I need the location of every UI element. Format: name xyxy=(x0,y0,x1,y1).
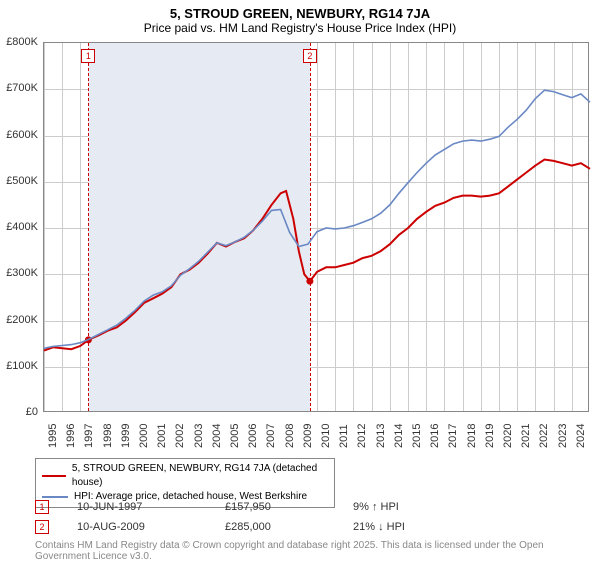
x-tick-label: 2012 xyxy=(356,424,368,448)
x-tick-label: 2018 xyxy=(466,424,478,448)
x-tick-label: 2015 xyxy=(411,424,423,448)
x-tick-label: 2016 xyxy=(429,424,441,448)
sale-marker: 1 xyxy=(35,500,49,514)
chart-subtitle: Price paid vs. HM Land Registry's House … xyxy=(0,21,600,35)
x-tick-label: 2002 xyxy=(174,424,186,448)
x-tick-label: 2006 xyxy=(247,424,259,448)
series-svg xyxy=(44,43,588,411)
sale-price: £285,000 xyxy=(225,521,325,533)
legend-swatch xyxy=(42,496,68,498)
x-tick-label: 2023 xyxy=(557,424,569,448)
x-tick-label: 1998 xyxy=(102,424,114,448)
y-tick-label: £500K xyxy=(6,175,38,187)
sale-diff: 21% ↓ HPI xyxy=(353,521,473,533)
y-tick-label: £300K xyxy=(6,267,38,279)
x-tick-label: 2020 xyxy=(502,424,514,448)
series-line-price_paid xyxy=(44,160,590,351)
sale-marker: 2 xyxy=(35,520,49,534)
sale-date: 10-AUG-2009 xyxy=(77,521,197,533)
sales-table: 1 10-JUN-1997 £157,950 9% ↑ HPI 2 10-AUG-2009… xyxy=(35,500,575,540)
chart-container: 5, STROUD GREEN, NEWBURY, RG14 7JA Price… xyxy=(0,0,600,560)
sale-date: 10-JUN-1997 xyxy=(77,501,197,513)
x-tick-label: 1999 xyxy=(120,424,132,448)
x-tick-label: 2001 xyxy=(156,424,168,448)
chart-title: 5, STROUD GREEN, NEWBURY, RG14 7JA xyxy=(0,6,600,21)
chart-title-block: 5, STROUD GREEN, NEWBURY, RG14 7JA Price… xyxy=(0,0,600,35)
x-tick-label: 2024 xyxy=(575,424,587,448)
plot-area: 12 xyxy=(43,42,589,412)
series-line-hpi xyxy=(44,90,590,348)
y-tick-label: £0 xyxy=(26,406,38,418)
sale-diff: 9% ↑ HPI xyxy=(353,501,473,513)
sale-row: 2 10-AUG-2009 £285,000 21% ↓ HPI xyxy=(35,520,575,534)
x-tick-label: 2003 xyxy=(193,424,205,448)
data-point xyxy=(306,278,313,285)
x-tick-label: 2007 xyxy=(265,424,277,448)
y-axis: £0£100K£200K£300K£400K£500K£600K£700K£80… xyxy=(0,42,42,412)
y-tick-label: £400K xyxy=(6,221,38,233)
x-axis: 1995 1996 1997 1998 1999 2000 2001 2002 2003 2004… xyxy=(43,414,589,456)
x-tick-label: 2017 xyxy=(447,424,459,448)
x-tick-label: 2004 xyxy=(211,424,223,448)
x-tick-label: 2021 xyxy=(520,424,532,448)
attribution-text: Contains HM Land Registry data © Crown c… xyxy=(35,540,575,562)
x-tick-label: 2009 xyxy=(302,424,314,448)
x-tick-label: 2014 xyxy=(393,424,405,448)
x-tick-label: 2013 xyxy=(375,424,387,448)
x-tick-label: 2000 xyxy=(138,424,150,448)
x-tick-label: 2010 xyxy=(320,424,332,448)
legend-swatch xyxy=(42,475,66,477)
x-tick-label: 2022 xyxy=(538,424,550,448)
sale-row: 1 10-JUN-1997 £157,950 9% ↑ HPI xyxy=(35,500,575,514)
y-tick-label: £600K xyxy=(6,129,38,141)
x-tick-label: 1995 xyxy=(47,424,59,448)
y-tick-label: £800K xyxy=(6,36,38,48)
x-tick-label: 2019 xyxy=(484,424,496,448)
x-tick-label: 2008 xyxy=(284,424,296,448)
y-tick-label: £700K xyxy=(6,82,38,94)
x-tick-label: 1996 xyxy=(65,424,77,448)
y-tick-label: £100K xyxy=(6,360,38,372)
x-tick-label: 2005 xyxy=(229,424,241,448)
x-tick-label: 2011 xyxy=(338,424,350,448)
legend-label: 5, STROUD GREEN, NEWBURY, RG14 7JA (deta… xyxy=(72,462,328,490)
y-tick-label: £200K xyxy=(6,314,38,326)
sale-price: £157,950 xyxy=(225,501,325,513)
legend-item: 5, STROUD GREEN, NEWBURY, RG14 7JA (deta… xyxy=(42,462,328,490)
x-tick-label: 1997 xyxy=(83,424,95,448)
